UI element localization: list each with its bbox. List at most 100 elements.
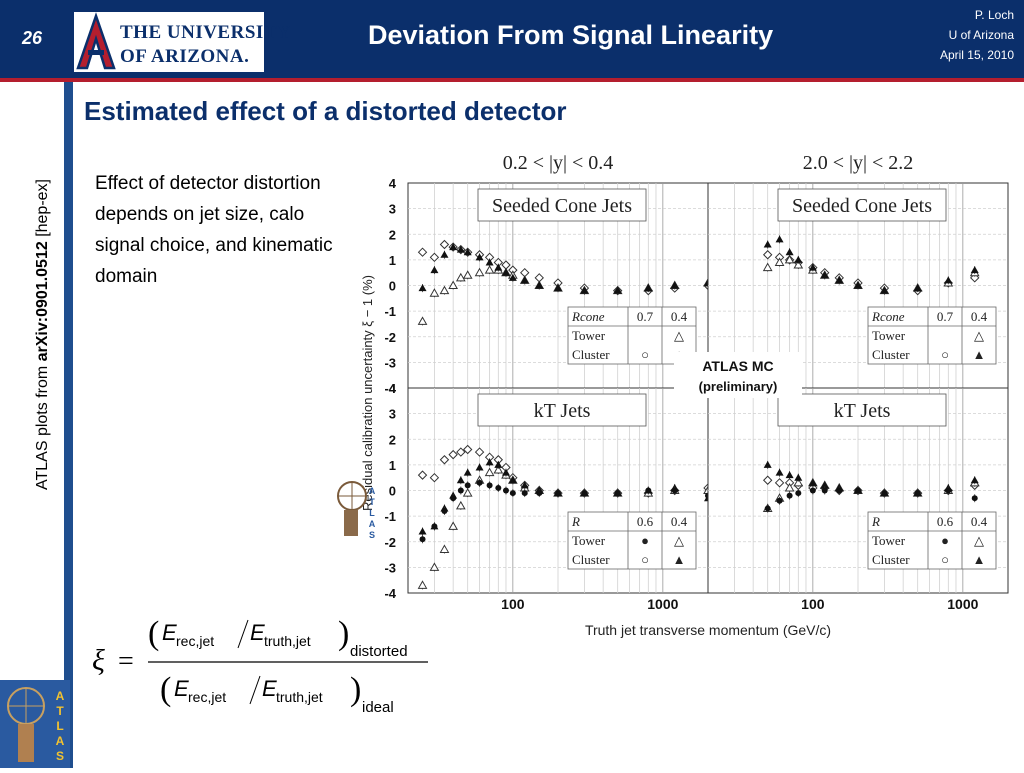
y-tick-label: -1 [384, 509, 396, 524]
data-point [794, 473, 803, 481]
legend-header-cell: 0.4 [671, 309, 688, 324]
data-point [794, 255, 803, 263]
data-point [554, 284, 562, 292]
arxiv-id: arXiv:0901.0512 [34, 241, 51, 362]
paren-open-den: ( [160, 671, 171, 708]
paren-close-den: ) [350, 671, 361, 708]
slide-subtitle: Estimated effect of a distorted detector [84, 96, 567, 126]
data-point [854, 281, 862, 289]
legend-cell: ● [941, 533, 949, 548]
data-point [456, 245, 465, 253]
data-point [913, 284, 922, 292]
data-point [449, 243, 458, 251]
author: P. Loch [974, 8, 1014, 22]
row-title: kT Jets [834, 400, 891, 422]
x-tick-label: 100 [501, 596, 525, 612]
legend-header-cell: 0.4 [971, 514, 988, 529]
legend-cell: Tower [872, 533, 906, 548]
formula-xi: ξ [92, 644, 105, 677]
data-point [430, 266, 439, 274]
data-point [836, 487, 843, 494]
data-point [484, 467, 495, 477]
xi-formula: ξ = ( E rec,jet E truth,jet ) distorted … [92, 615, 428, 716]
data-point [448, 521, 459, 530]
data-point [762, 250, 773, 260]
y-tick-label: 2 [389, 432, 396, 447]
data-point [509, 490, 516, 497]
num-e2: E [250, 620, 265, 645]
data-point [520, 276, 529, 284]
data-point [417, 580, 428, 589]
data-point [455, 500, 466, 510]
x-tick-label: 1000 [647, 596, 678, 612]
data-point [429, 252, 440, 263]
data-point [429, 562, 440, 571]
legend-header-cell: 0.6 [637, 514, 654, 529]
data-point [417, 247, 428, 257]
data-point [520, 481, 529, 489]
data-point [786, 492, 793, 499]
data-point [763, 460, 772, 468]
source-citation: ATLAS plots from arXiv:0901.0512 [hep-ex… [34, 90, 52, 490]
den-e1: E [174, 676, 189, 701]
column-title: 2.0 < |y| < 2.2 [803, 152, 914, 174]
left-rail [64, 82, 73, 768]
y-tick-label: -1 [384, 304, 396, 319]
data-point [502, 487, 509, 494]
legend-cell: △ [674, 328, 684, 343]
data-point [880, 286, 889, 294]
legend-header-cell: Rcone [871, 309, 905, 324]
y-tick-label: 3 [389, 407, 396, 422]
university-logo: THE UNIVERSITY OF ARIZONA. [74, 12, 291, 72]
data-point [762, 475, 773, 485]
citation-suffix: [hep-ex] [34, 178, 51, 242]
logo-letter: S [369, 530, 375, 540]
y-tick-label: 3 [389, 202, 396, 217]
data-point [671, 487, 678, 494]
den-e2: E [262, 676, 277, 701]
data-point [456, 447, 466, 457]
data-point [456, 476, 465, 484]
data-point [463, 468, 472, 476]
den-ideal: ideal [362, 699, 394, 716]
logo-letter: A [369, 519, 376, 529]
logo-letter: A [56, 689, 65, 703]
y-tick-label: -3 [384, 560, 396, 575]
data-point [418, 527, 427, 535]
column-title: 0.2 < |y| < 0.4 [503, 152, 614, 174]
data-point [970, 476, 979, 484]
data-point [821, 487, 828, 494]
legend-cell: Tower [872, 328, 906, 343]
data-point [944, 276, 953, 284]
row-title: Seeded Cone Jets [792, 195, 932, 217]
data-point [448, 449, 458, 460]
data-point [764, 505, 771, 512]
citation-prefix: ATLAS plots from [34, 361, 51, 490]
y-tick-label: 1 [389, 458, 396, 473]
data-point [508, 476, 517, 484]
data-point [645, 487, 652, 494]
institution: U of Arizona [948, 28, 1014, 42]
data-point [494, 263, 503, 271]
legend-header-cell: R [571, 514, 580, 529]
data-point [493, 464, 504, 474]
y-axis-label: Residual calibration uncertainty ξ − 1 (… [360, 275, 375, 511]
legend-cell: ● [641, 533, 649, 548]
logo-letter: S [56, 749, 64, 763]
legend-cell: Cluster [572, 552, 610, 567]
data-point [914, 490, 921, 497]
data-point [763, 240, 772, 248]
data-point [417, 470, 428, 480]
data-point [762, 262, 773, 272]
slide-title: Deviation From Signal Linearity [368, 20, 774, 50]
data-point [581, 490, 588, 497]
data-point [793, 477, 804, 487]
data-point [485, 458, 494, 466]
data-point [785, 248, 794, 256]
data-point [419, 536, 426, 543]
x-axis-label: Truth jet transverse momentum (GeV/c) [585, 622, 831, 638]
logo-letter: T [369, 497, 375, 507]
paren-close-num: ) [338, 615, 349, 652]
data-point [462, 488, 473, 497]
